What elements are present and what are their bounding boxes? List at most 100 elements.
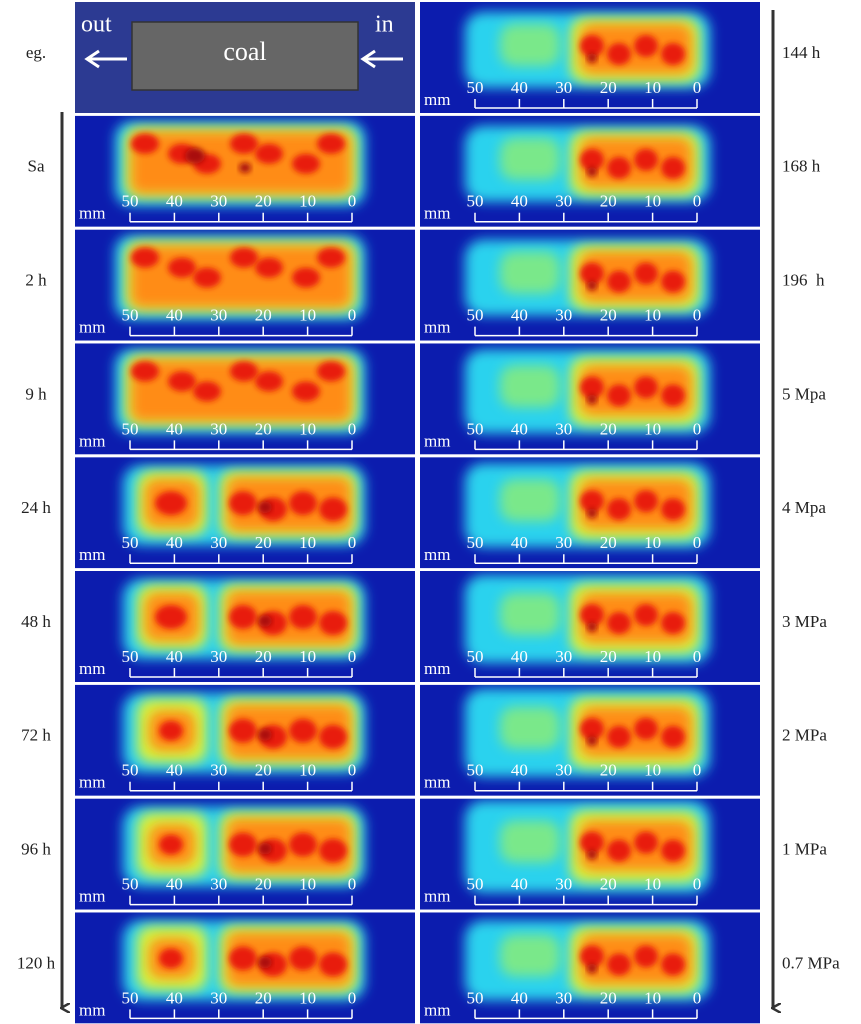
- scale-tick-label: 0: [693, 647, 702, 666]
- row-label: Sa: [28, 157, 45, 176]
- scale-tick-label: 40: [511, 306, 528, 325]
- heat-spot: [661, 839, 685, 862]
- heat-spot: [580, 604, 604, 626]
- mri-panel: mm 50 40 30 20 10 0: [420, 684, 760, 796]
- row-label: 196 h: [782, 271, 825, 290]
- row-label: 9 h: [25, 384, 47, 403]
- scale-tick-label: 30: [210, 533, 227, 552]
- row-label: 0.7 MPa: [782, 953, 840, 972]
- scale-tick-label: 0: [693, 419, 702, 438]
- heat-spot: [587, 53, 597, 63]
- scale-tick-label: 0: [348, 192, 357, 211]
- scale-tick-label: 50: [467, 988, 484, 1007]
- heat-spot: [289, 605, 317, 629]
- row-label: 24 h: [21, 498, 51, 517]
- heat-spot: [634, 604, 658, 626]
- heat-spot: [289, 832, 317, 857]
- scale-tick-label: 40: [166, 988, 183, 1007]
- heat-spot: [168, 371, 196, 392]
- scale-tick-label: 0: [348, 306, 357, 325]
- scale-tick-label: 30: [555, 875, 572, 894]
- scale-unit: mm: [424, 773, 450, 792]
- scale-tick-label: 0: [348, 761, 357, 780]
- heat-spot: [661, 384, 685, 407]
- heat-spot: [230, 133, 258, 154]
- scale-tick-label: 10: [644, 419, 661, 438]
- heat-spot: [258, 842, 272, 855]
- heat-spot: [661, 156, 685, 179]
- heat-spot: [587, 849, 597, 860]
- scale-tick-label: 10: [644, 533, 661, 552]
- scale-tick-label: 10: [644, 306, 661, 325]
- scale-tick-label: 50: [467, 419, 484, 438]
- scale-tick-label: 10: [299, 875, 316, 894]
- row-label: 1 MPa: [782, 840, 827, 859]
- mri-panel: mm 50 40 30 20 10 0: [75, 684, 415, 796]
- scale-unit: mm: [79, 659, 105, 678]
- scale-tick-label: 20: [255, 761, 272, 780]
- heat-region: [227, 704, 351, 759]
- heat-spot: [587, 963, 597, 974]
- mri-panel: mm 50 40 30 20 10 0: [420, 457, 760, 569]
- in-label: in: [375, 12, 394, 38]
- scale-tick-label: 10: [644, 78, 661, 97]
- heat-spot: [159, 834, 183, 855]
- row-label: 96 h: [21, 840, 51, 859]
- heat-region: [500, 706, 560, 749]
- heat-spot: [587, 735, 597, 746]
- scale-tick-label: 30: [210, 988, 227, 1007]
- heat-spot: [607, 839, 631, 862]
- heat-spot: [634, 376, 658, 399]
- heat-spot: [661, 498, 685, 521]
- scale-tick-label: 30: [555, 647, 572, 666]
- heatmap: [465, 688, 710, 777]
- row-label: 5 Mpa: [782, 384, 826, 403]
- heat-spot: [607, 384, 631, 407]
- scale-tick-label: 50: [122, 419, 139, 438]
- scale-tick-label: 10: [644, 988, 661, 1007]
- heat-spot: [229, 605, 257, 629]
- heatmap: [123, 579, 365, 659]
- row-label: 168 h: [782, 157, 821, 176]
- heat-spot: [131, 361, 159, 382]
- heat-spot: [258, 728, 272, 741]
- heat-spot: [230, 361, 258, 382]
- scale-tick-label: 50: [467, 761, 484, 780]
- heatmap: [115, 235, 365, 320]
- heat-spot: [607, 270, 631, 293]
- mri-panel: mm 50 40 30 20 10 0: [420, 229, 760, 341]
- heat-spot: [634, 148, 658, 171]
- scale-tick-label: 40: [166, 419, 183, 438]
- heat-spot: [607, 156, 631, 179]
- scale-tick-label: 40: [511, 533, 528, 552]
- scale-unit: mm: [79, 773, 105, 792]
- heat-spot: [229, 491, 257, 516]
- heat-spot: [229, 832, 257, 857]
- heat-spot: [580, 262, 604, 285]
- scale-tick-label: 30: [210, 875, 227, 894]
- heat-spot: [155, 491, 187, 516]
- scale-tick-label: 50: [122, 761, 139, 780]
- heatmap: [123, 465, 365, 546]
- scale-tick-label: 30: [210, 192, 227, 211]
- heat-spot: [159, 720, 183, 741]
- heat-spot: [580, 945, 604, 968]
- scale-tick-label: 30: [210, 306, 227, 325]
- scale-tick-label: 0: [693, 761, 702, 780]
- arrow-in: [360, 49, 403, 69]
- heat-spot: [258, 956, 272, 969]
- scale-tick-label: 50: [467, 306, 484, 325]
- heat-spot: [607, 498, 631, 521]
- mri-panel: mm 50 40 30 20 10 0: [420, 2, 760, 113]
- heat-region: [227, 932, 351, 987]
- scale-tick-label: 40: [511, 192, 528, 211]
- row-label: 144 h: [782, 43, 821, 62]
- mri-panel: mm 50 40 30 20 10 0: [75, 798, 415, 910]
- heat-spot: [229, 718, 257, 743]
- scale-tick-label: 40: [511, 875, 528, 894]
- scale-unit: mm: [424, 431, 450, 450]
- heat-spot: [131, 133, 159, 154]
- heatmap: [465, 125, 710, 202]
- scale-unit: mm: [424, 887, 450, 906]
- heat-region: [500, 593, 560, 635]
